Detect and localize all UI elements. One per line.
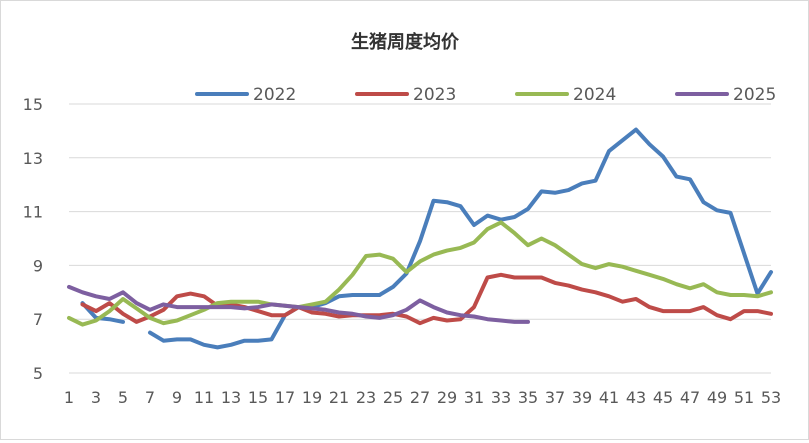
series-lines [67, 127, 773, 350]
x-tick-label: 17 [275, 388, 295, 407]
legend-label-2025: 2025 [733, 85, 776, 105]
gridlines [69, 103, 771, 374]
x-tick-label: 13 [221, 388, 241, 407]
y-tick-label: 11 [23, 203, 43, 222]
x-tick-label: 45 [653, 388, 673, 407]
x-tick-label: 47 [680, 388, 700, 407]
x-tick-label: 1 [64, 388, 74, 407]
x-tick-label: 53 [761, 388, 781, 407]
x-tick-label: 33 [491, 388, 511, 407]
x-tick-label: 27 [410, 388, 430, 407]
x-tick-label: 43 [626, 388, 646, 407]
y-tick-label: 5 [33, 364, 43, 383]
y-tick-label: 7 [33, 310, 43, 329]
x-tick-label: 11 [194, 388, 214, 407]
x-tick-label: 23 [356, 388, 376, 407]
x-tick-label: 15 [248, 388, 268, 407]
x-tick-label: 5 [118, 388, 128, 407]
x-tick-label: 25 [383, 388, 403, 407]
y-tick-label: 13 [23, 149, 43, 168]
x-tick-label: 9 [172, 388, 182, 407]
x-tick-label: 3 [91, 388, 101, 407]
x-tick-label: 35 [518, 388, 538, 407]
legend: 2022 2023 2024 2025 [195, 85, 776, 105]
x-tick-label: 31 [464, 388, 484, 407]
legend-label-2023: 2023 [413, 85, 456, 105]
y-tick-label: 15 [23, 95, 43, 114]
x-tick-label: 41 [599, 388, 619, 407]
x-tick-label: 49 [707, 388, 727, 407]
chart-title: 生猪周度均价 [351, 31, 460, 53]
x-tick-label: 29 [437, 388, 457, 407]
x-tick-label: 19 [302, 388, 322, 407]
legend-label-2024: 2024 [573, 85, 616, 105]
y-tick-label: 9 [33, 256, 43, 275]
series-line-2022 [80, 127, 773, 350]
x-tick-label: 51 [734, 388, 754, 407]
series-line-2024 [67, 220, 773, 327]
legend-label-2022: 2022 [253, 85, 296, 105]
x-tick-label: 37 [545, 388, 565, 407]
series-line-2025 [67, 284, 530, 324]
x-tick-label: 39 [572, 388, 592, 407]
x-tick-label: 7 [145, 388, 155, 407]
series-line-2023 [80, 272, 773, 326]
x-tick-label: 21 [329, 388, 349, 407]
